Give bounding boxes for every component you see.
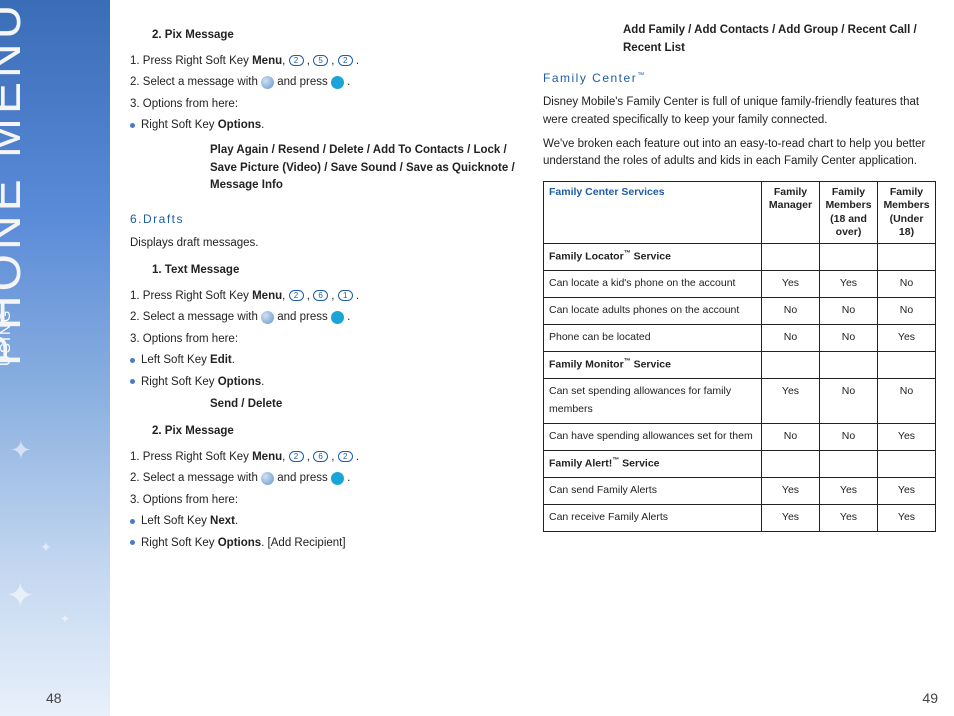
bullet-icon — [130, 519, 135, 524]
table-header-row: Family Center Services Family Manager Fa… — [544, 182, 936, 244]
bullet-icon — [130, 123, 135, 128]
th-services: Family Center Services — [544, 182, 762, 244]
sidebar: USING PHONE MENUS ✦ ✦ ✦ ✦ — [0, 0, 110, 716]
family-center-table: Family Center Services Family Manager Fa… — [543, 181, 936, 531]
options-list: Play Again / Resend / Delete / Add To Co… — [210, 142, 523, 195]
sidebar-title: PHONE MENUS — [0, 0, 32, 366]
key-2-icon: 2 — [289, 290, 304, 301]
table-row: Can locate a kid's phone on the accountY… — [544, 271, 936, 298]
content: 2. Pix Message 1. Press Right Soft Key M… — [110, 0, 954, 716]
key-2-icon: 2 — [338, 451, 353, 462]
fc-para-1: Disney Mobile's Family Center is full of… — [543, 94, 936, 130]
key-2-icon: 2 — [338, 55, 353, 66]
step: 1. Press Right Soft Key Menu, 2 , 6 , 2 … — [130, 448, 523, 468]
service-alert: Family Alert!™ Service — [544, 450, 762, 477]
service-monitor: Family Monitor™ Service — [544, 351, 762, 378]
menu-ok-icon — [331, 311, 344, 324]
key-5-icon: 5 — [313, 55, 328, 66]
key-2-icon: 2 — [289, 451, 304, 462]
key-1-icon: 1 — [338, 290, 353, 301]
menu-ok-icon — [331, 472, 344, 485]
service-locator: Family Locator™ Service — [544, 243, 762, 270]
table-row: Can send Family AlertsYesYesYes — [544, 477, 936, 504]
star-icon: ✦ — [60, 612, 70, 626]
page-number-left: 48 — [46, 690, 62, 706]
bullet-icon — [130, 358, 135, 363]
fc-para-2: We've broken each feature out into an ea… — [543, 136, 936, 172]
bullet-icon — [130, 540, 135, 545]
step: 3. Options from here: — [130, 95, 523, 115]
table-row: Can locate adults phones on the accountN… — [544, 297, 936, 324]
heading-family-center: Family Center™ — [543, 68, 936, 88]
bullet-item: Right Soft Key Options. [Add Recipient] — [130, 534, 523, 554]
bullet-item: Left Soft Key Next. — [130, 512, 523, 532]
key-6-icon: 6 — [313, 451, 328, 462]
th-members-adult: Family Members (18 and over) — [820, 182, 878, 244]
star-icon: ✦ — [6, 576, 35, 616]
nav-icon — [261, 311, 274, 324]
table-row: Can set spending allowances for family m… — [544, 378, 936, 423]
menu-ok-icon — [331, 76, 344, 89]
bullet-item: Left Soft Key Edit. — [130, 351, 523, 371]
table-row: Family Locator™ Service — [544, 243, 936, 270]
nav-icon — [261, 76, 274, 89]
table-row: Phone can be locatedNoNoYes — [544, 324, 936, 351]
step: 3. Options from here: — [130, 491, 523, 511]
key-6-icon: 6 — [313, 290, 328, 301]
th-manager: Family Manager — [762, 182, 820, 244]
heading-drafts: 6.Drafts — [130, 209, 523, 229]
bullet-item: Right Soft Key Options. — [130, 116, 523, 136]
step: 2. Select a message with and press . — [130, 469, 523, 489]
heading-pix-message-2: 2. Pix Message — [152, 422, 523, 442]
right-column: Add Family / Add Contacts / Add Group / … — [543, 22, 936, 708]
bullet-item: Right Soft Key Options. — [130, 373, 523, 393]
star-icon: ✦ — [10, 435, 32, 466]
nav-icon — [261, 472, 274, 485]
step: 1. Press Right Soft Key Menu, 2 , 5 , 2 … — [130, 52, 523, 72]
heading-text-message: 1. Text Message — [152, 261, 523, 281]
th-members-kid: Family Members (Under 18) — [878, 182, 936, 244]
step: 2. Select a message with and press . — [130, 308, 523, 328]
table-row: Can have spending allowances set for the… — [544, 423, 936, 450]
table-row: Family Alert!™ Service — [544, 450, 936, 477]
step: 3. Options from here: — [130, 330, 523, 350]
top-options: Add Family / Add Contacts / Add Group / … — [623, 22, 936, 58]
bullet-icon — [130, 379, 135, 384]
drafts-para: Displays draft messages. — [130, 234, 523, 254]
step: 2. Select a message with and press . — [130, 73, 523, 93]
key-2-icon: 2 — [289, 55, 304, 66]
page-number-right: 49 — [922, 690, 938, 706]
left-column: 2. Pix Message 1. Press Right Soft Key M… — [124, 22, 523, 708]
star-icon: ✦ — [40, 539, 52, 556]
step: 1. Press Right Soft Key Menu, 2 , 6 , 1 … — [130, 287, 523, 307]
table-row: Can receive Family AlertsYesYesYes — [544, 504, 936, 531]
table-row: Family Monitor™ Service — [544, 351, 936, 378]
heading-pix-message: 2. Pix Message — [152, 26, 523, 46]
options-list: Send / Delete — [210, 396, 523, 414]
